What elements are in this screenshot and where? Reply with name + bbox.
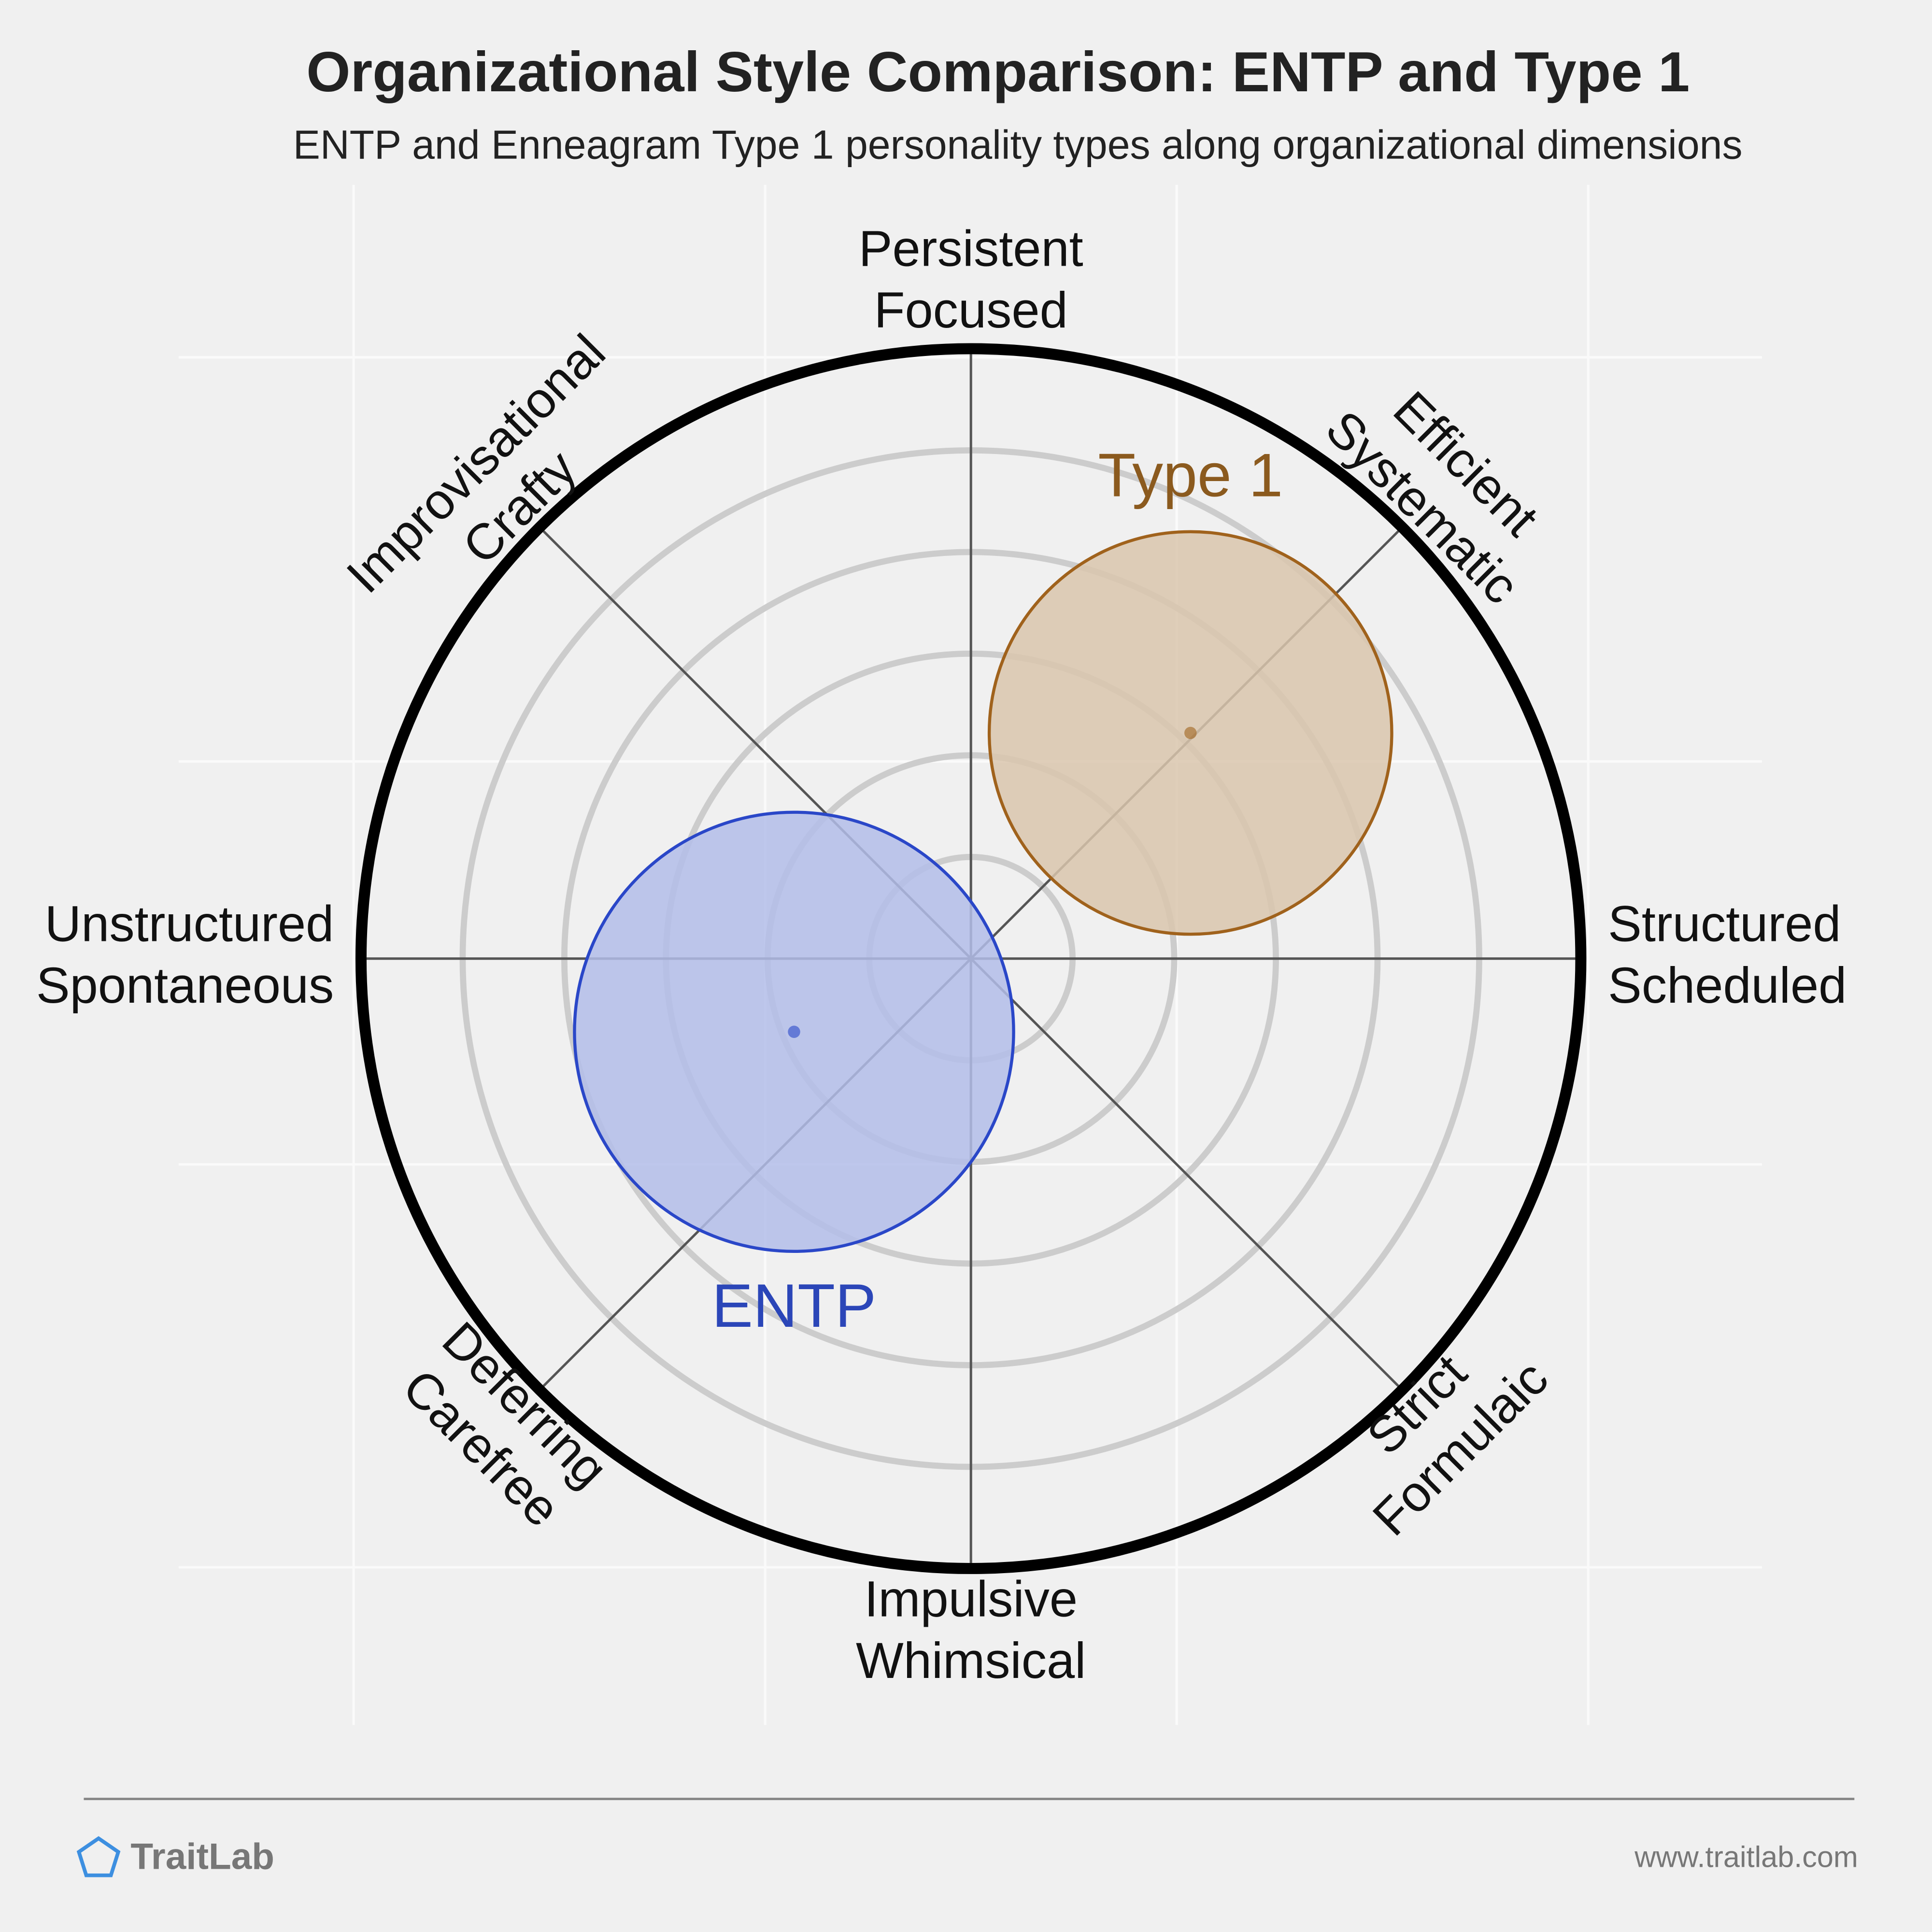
series-label: ENTP bbox=[712, 1272, 876, 1340]
dimension-label: Unstructured bbox=[45, 896, 334, 952]
dimension-label: Impulsive bbox=[864, 1571, 1078, 1628]
chart-title: Organizational Style Comparison: ENTP an… bbox=[306, 40, 1690, 103]
bubble-center bbox=[788, 1025, 800, 1038]
chart-subtitle: ENTP and Enneagram Type 1 personality ty… bbox=[293, 122, 1743, 167]
series-label: Type 1 bbox=[1098, 441, 1283, 510]
outer-ring bbox=[355, 343, 1587, 1574]
url: www.traitlab.com bbox=[1634, 1841, 1858, 1874]
logo-icon bbox=[76, 1836, 121, 1877]
dimension-label: Scheduled bbox=[1608, 957, 1847, 1014]
dimension-label: Whimsical bbox=[856, 1633, 1086, 1689]
brand: TraitLab bbox=[130, 1836, 274, 1877]
bubble-center bbox=[1184, 726, 1197, 739]
dimension-label: Persistent bbox=[859, 221, 1083, 277]
dimension-label: Structured bbox=[1608, 896, 1841, 952]
dimension-label: Focused bbox=[874, 282, 1068, 339]
dimension-label: Spontaneous bbox=[36, 957, 334, 1014]
